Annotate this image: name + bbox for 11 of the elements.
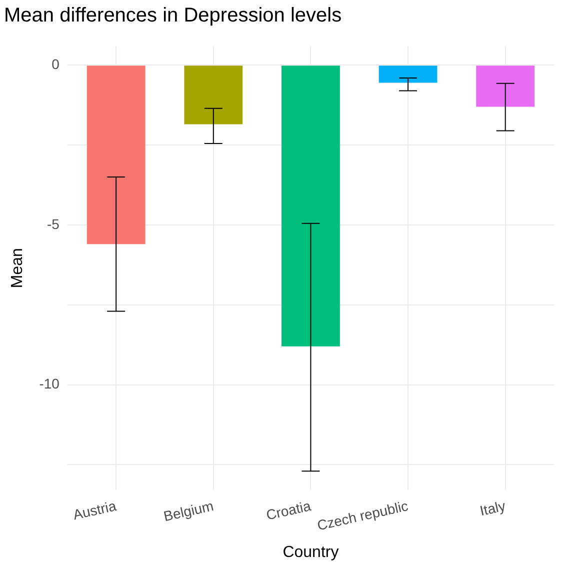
x-tick-label: Austria xyxy=(72,497,118,523)
y-tick-label: -5 xyxy=(46,216,60,232)
chart-title: Mean differences in Depression levels xyxy=(4,4,342,27)
x-tick-label: Croatia xyxy=(264,497,312,523)
y-tick-label: -10 xyxy=(39,376,60,392)
x-tick-label: Belgium xyxy=(162,498,215,524)
y-axis-title: Mean xyxy=(9,248,26,288)
x-axis-title: Country xyxy=(282,544,339,561)
x-tick-label: Italy xyxy=(478,498,507,519)
y-tick-label: 0 xyxy=(52,56,60,72)
x-tick-label: Czech republic xyxy=(316,498,410,534)
